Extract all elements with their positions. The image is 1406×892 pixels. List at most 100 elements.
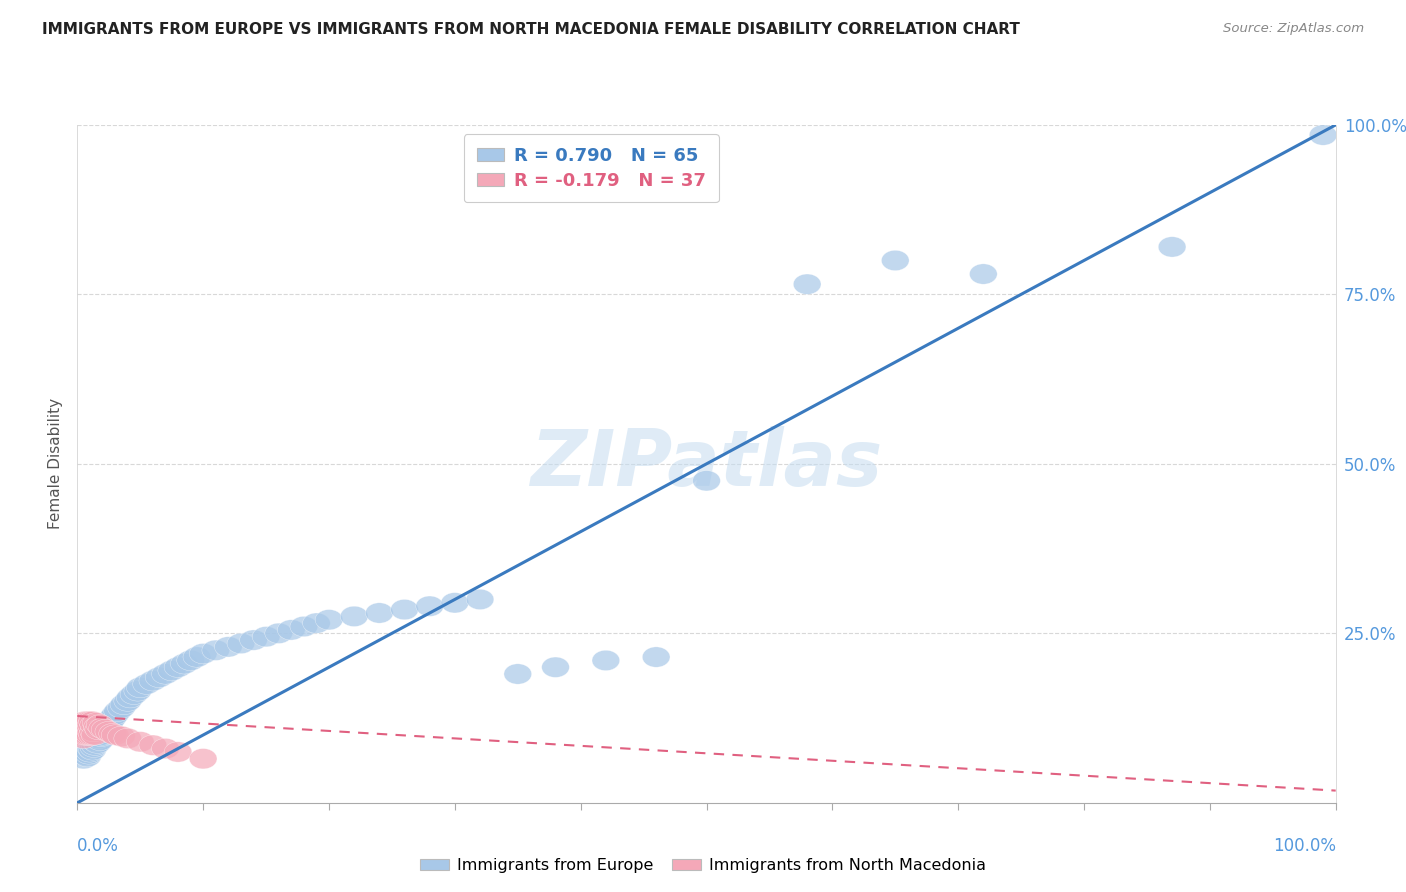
Text: IMMIGRANTS FROM EUROPE VS IMMIGRANTS FROM NORTH MACEDONIA FEMALE DISABILITY CORR: IMMIGRANTS FROM EUROPE VS IMMIGRANTS FRO… xyxy=(42,22,1021,37)
Ellipse shape xyxy=(82,725,108,745)
Ellipse shape xyxy=(82,735,108,756)
Ellipse shape xyxy=(73,711,101,731)
Ellipse shape xyxy=(69,722,96,742)
Y-axis label: Female Disability: Female Disability xyxy=(48,398,63,530)
Ellipse shape xyxy=(76,711,104,731)
Ellipse shape xyxy=(86,714,114,735)
Ellipse shape xyxy=(73,725,101,745)
Ellipse shape xyxy=(87,726,115,747)
Ellipse shape xyxy=(96,714,122,735)
Ellipse shape xyxy=(96,711,124,731)
Ellipse shape xyxy=(165,657,191,677)
Ellipse shape xyxy=(79,739,107,760)
Ellipse shape xyxy=(183,647,211,667)
Ellipse shape xyxy=(84,720,112,739)
Ellipse shape xyxy=(190,643,217,664)
Legend: R = 0.790   N = 65, R = -0.179   N = 37: R = 0.790 N = 65, R = -0.179 N = 37 xyxy=(464,134,718,202)
Ellipse shape xyxy=(70,728,97,748)
Ellipse shape xyxy=(157,660,186,681)
Ellipse shape xyxy=(72,725,98,745)
Ellipse shape xyxy=(96,722,122,742)
Ellipse shape xyxy=(83,716,111,737)
Ellipse shape xyxy=(127,731,155,752)
Ellipse shape xyxy=(643,647,671,667)
Ellipse shape xyxy=(89,718,117,739)
Ellipse shape xyxy=(79,711,107,731)
Ellipse shape xyxy=(83,733,111,754)
Ellipse shape xyxy=(91,720,120,739)
Ellipse shape xyxy=(170,654,198,674)
Legend: Immigrants from Europe, Immigrants from North Macedonia: Immigrants from Europe, Immigrants from … xyxy=(413,852,993,880)
Ellipse shape xyxy=(315,609,343,630)
Ellipse shape xyxy=(79,725,107,745)
Ellipse shape xyxy=(107,698,135,718)
Ellipse shape xyxy=(139,671,167,691)
Ellipse shape xyxy=(165,742,191,762)
Ellipse shape xyxy=(882,251,910,270)
Ellipse shape xyxy=(72,714,100,735)
Ellipse shape xyxy=(72,722,100,742)
Ellipse shape xyxy=(77,739,105,759)
Text: ZIPatlas: ZIPatlas xyxy=(530,425,883,502)
Ellipse shape xyxy=(104,701,131,722)
Ellipse shape xyxy=(693,471,720,491)
Ellipse shape xyxy=(91,722,120,742)
Ellipse shape xyxy=(75,744,103,764)
Ellipse shape xyxy=(145,667,173,688)
Text: 100.0%: 100.0% xyxy=(1272,837,1336,855)
Ellipse shape xyxy=(73,747,101,767)
Ellipse shape xyxy=(152,739,179,759)
Ellipse shape xyxy=(441,592,468,613)
Ellipse shape xyxy=(127,677,155,698)
Ellipse shape xyxy=(107,726,135,747)
Ellipse shape xyxy=(80,714,107,735)
Ellipse shape xyxy=(80,737,107,757)
Ellipse shape xyxy=(252,626,280,647)
Text: 0.0%: 0.0% xyxy=(77,837,120,855)
Ellipse shape xyxy=(190,748,217,769)
Ellipse shape xyxy=(277,620,305,640)
Ellipse shape xyxy=(290,616,318,637)
Ellipse shape xyxy=(264,624,292,643)
Ellipse shape xyxy=(93,718,120,739)
Ellipse shape xyxy=(70,748,97,769)
Ellipse shape xyxy=(86,731,114,750)
Ellipse shape xyxy=(1159,236,1185,257)
Ellipse shape xyxy=(132,674,160,694)
Ellipse shape xyxy=(76,725,104,745)
Ellipse shape xyxy=(98,723,127,744)
Ellipse shape xyxy=(114,728,142,748)
Ellipse shape xyxy=(302,613,330,633)
Ellipse shape xyxy=(114,691,142,711)
Ellipse shape xyxy=(117,688,143,708)
Ellipse shape xyxy=(366,603,394,624)
Ellipse shape xyxy=(72,711,98,731)
Ellipse shape xyxy=(84,728,112,748)
Ellipse shape xyxy=(793,274,821,294)
Ellipse shape xyxy=(228,633,254,654)
Ellipse shape xyxy=(72,745,100,765)
Ellipse shape xyxy=(101,705,129,725)
Ellipse shape xyxy=(83,731,110,752)
Ellipse shape xyxy=(80,722,107,742)
Ellipse shape xyxy=(89,725,117,745)
Ellipse shape xyxy=(202,640,229,660)
Ellipse shape xyxy=(152,664,179,684)
Ellipse shape xyxy=(120,684,148,705)
Ellipse shape xyxy=(98,708,127,728)
Ellipse shape xyxy=(1309,125,1337,145)
Ellipse shape xyxy=(139,735,167,756)
Ellipse shape xyxy=(177,650,204,671)
Ellipse shape xyxy=(101,725,129,745)
Ellipse shape xyxy=(67,725,96,745)
Ellipse shape xyxy=(503,664,531,684)
Ellipse shape xyxy=(110,694,138,714)
Text: Source: ZipAtlas.com: Source: ZipAtlas.com xyxy=(1223,22,1364,36)
Ellipse shape xyxy=(77,714,105,735)
Ellipse shape xyxy=(70,714,97,735)
Ellipse shape xyxy=(541,657,569,677)
Ellipse shape xyxy=(970,264,997,285)
Ellipse shape xyxy=(124,681,152,701)
Ellipse shape xyxy=(83,713,110,733)
Ellipse shape xyxy=(215,637,242,657)
